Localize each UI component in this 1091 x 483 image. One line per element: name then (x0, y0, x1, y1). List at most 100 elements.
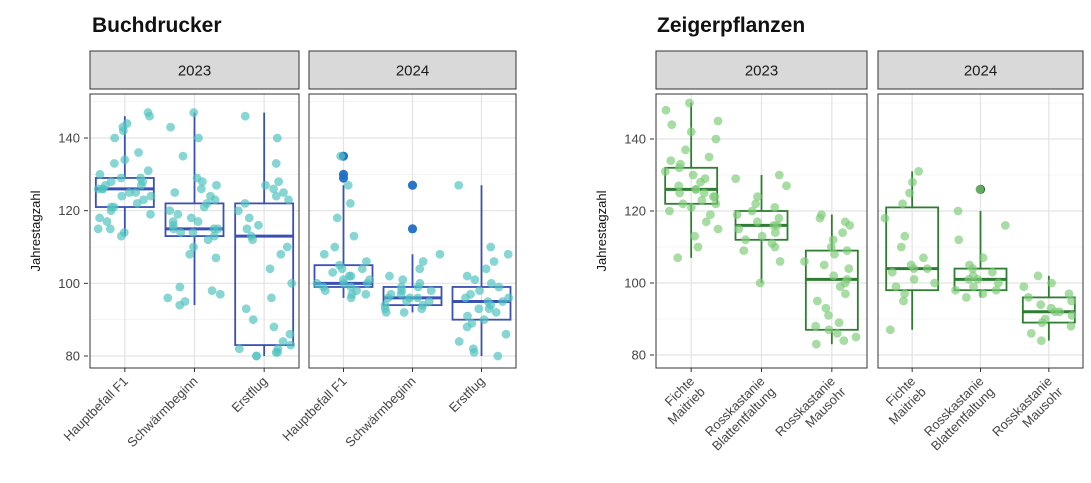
data-point (134, 148, 143, 157)
box-group (800, 210, 861, 349)
data-point (215, 289, 225, 299)
data-point (271, 191, 281, 201)
data-point (896, 242, 906, 252)
data-point (244, 213, 254, 223)
data-point (732, 210, 742, 220)
data-point (276, 249, 286, 259)
data-point (435, 249, 445, 259)
data-point (462, 271, 472, 281)
data-point (840, 217, 850, 227)
data-point (175, 282, 185, 292)
data-point (975, 185, 985, 194)
data-point (826, 242, 836, 252)
y-axis-title: Jahrestagzahl (28, 190, 43, 271)
data-point (1046, 303, 1056, 313)
data-point (693, 242, 703, 252)
x-tick-label: RosskastanieMausohr (989, 373, 1066, 450)
data-point (483, 297, 493, 306)
data-point (706, 210, 715, 220)
data-point (734, 224, 744, 234)
data-point (269, 322, 279, 332)
facet-panel-2023: 2023 FichteMaitriebRosskastanieBlattentfa… (655, 50, 868, 454)
data-point (279, 188, 288, 197)
data-point (914, 167, 924, 176)
outlier-point (338, 169, 349, 179)
box-group (880, 167, 940, 335)
data-point (898, 199, 908, 209)
data-point (335, 260, 344, 270)
data-point (346, 271, 356, 281)
box (382, 286, 443, 307)
data-point (248, 315, 258, 325)
data-point (349, 231, 359, 241)
data-point (747, 206, 757, 216)
facet-strip (655, 50, 868, 90)
data-point (426, 286, 436, 295)
data-point (202, 199, 212, 208)
data-point (361, 289, 371, 299)
data-point (909, 275, 919, 284)
box-group (233, 111, 297, 361)
data-point (494, 282, 504, 292)
x-tick-label: RosskastanieMausohr (772, 373, 849, 450)
x-tick-label: Schwärmbeginn (124, 374, 201, 451)
data-point (842, 246, 852, 256)
data-point (686, 127, 696, 137)
data-point (240, 199, 250, 208)
data-point (165, 206, 175, 216)
data-point (1037, 336, 1046, 345)
data-point (1067, 311, 1077, 320)
data-point (424, 297, 434, 306)
data-point (673, 253, 683, 263)
data-point (143, 166, 153, 176)
data-point (922, 264, 932, 273)
data-point (811, 339, 821, 349)
data-point (109, 202, 119, 212)
data-point (751, 199, 761, 209)
data-point (711, 199, 721, 209)
data-point (824, 311, 833, 320)
data-point (336, 151, 346, 161)
box-group (1019, 271, 1077, 345)
data-point (178, 151, 188, 161)
data-point (189, 242, 198, 252)
x-tick-label: FichteMaitrieb (875, 374, 929, 428)
data-point (399, 308, 409, 317)
data-point (319, 249, 329, 259)
data-point (185, 249, 195, 259)
data-point (332, 213, 342, 223)
data-point (120, 155, 130, 165)
data-point (481, 264, 491, 274)
data-point (968, 271, 978, 281)
data-point (900, 231, 910, 241)
facet-strip-label: 2024 (396, 63, 429, 80)
data-point (234, 344, 244, 354)
y-tick-label: 140 (58, 131, 80, 146)
data-point (265, 264, 275, 274)
data-point (170, 188, 180, 197)
data-point (468, 344, 478, 354)
data-point (817, 210, 826, 220)
data-point (131, 188, 141, 197)
facet-strip (877, 50, 1084, 90)
data-point (168, 217, 178, 226)
data-point (491, 308, 501, 317)
data-point (908, 177, 917, 187)
box (885, 206, 940, 292)
data-point (839, 336, 849, 345)
facet-strip-label: 2024 (964, 63, 997, 80)
facet-strip-label: 2023 (178, 63, 211, 80)
data-point (241, 304, 251, 314)
box-group (93, 108, 156, 241)
data-point (343, 180, 353, 190)
data-point (899, 296, 908, 306)
data-point (699, 188, 709, 198)
data-point (188, 228, 198, 237)
data-point (829, 271, 839, 281)
data-point (954, 235, 964, 245)
data-point (189, 108, 199, 117)
data-point (665, 206, 674, 216)
data-point (844, 264, 854, 273)
y-tick-label: 120 (58, 203, 80, 218)
